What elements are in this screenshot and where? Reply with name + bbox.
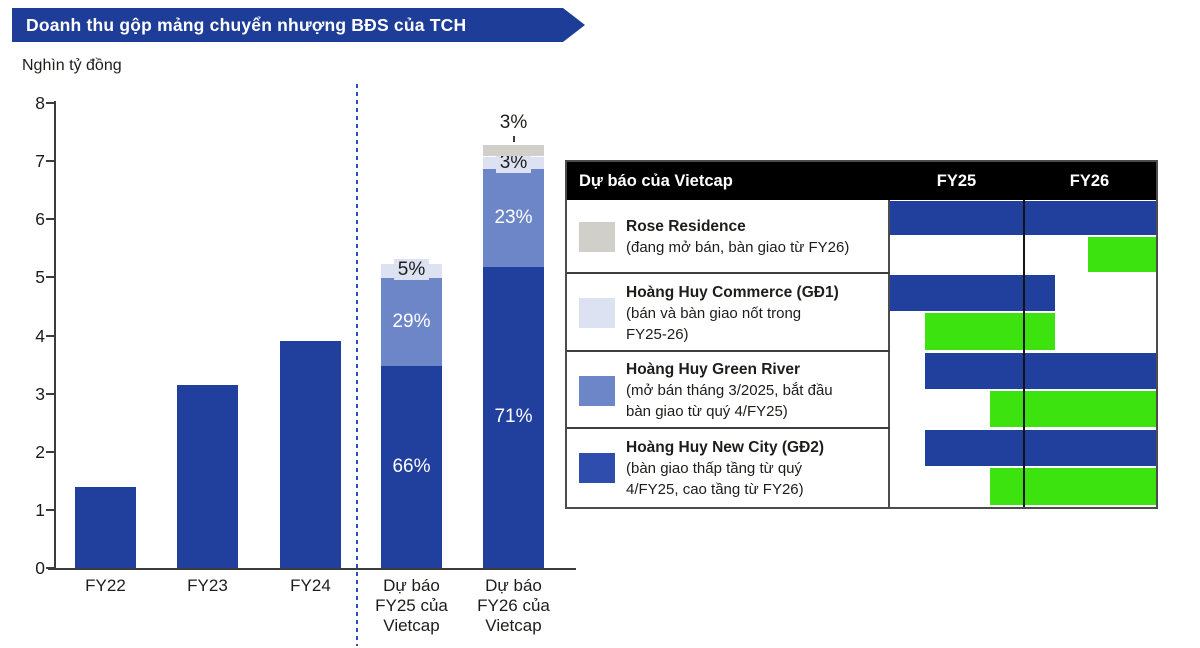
forecast-table-body: Rose Residence (đang mở bán, bàn giao từ … bbox=[567, 200, 1156, 507]
bar-outside-label: 3% bbox=[499, 111, 528, 133]
forecast-divider-line bbox=[356, 84, 358, 646]
fy25-fy26-divider bbox=[1023, 200, 1025, 274]
project-info: Hoàng Huy New City (GĐ2) (bàn giao thấp t… bbox=[626, 437, 824, 500]
bar-segment-dark_blue bbox=[177, 384, 238, 568]
bar-segment-gray bbox=[483, 143, 544, 157]
y-tick-mark bbox=[46, 392, 55, 395]
timeline-bar-handover bbox=[989, 390, 1156, 427]
table-header-title: Dự báo của Vietcap bbox=[579, 171, 733, 190]
table-row: Rose Residence (đang mở bán, bàn giao từ … bbox=[567, 200, 1156, 274]
x-axis-line bbox=[48, 568, 576, 570]
legend-swatch bbox=[579, 453, 615, 483]
bar-segment-medium_blue bbox=[483, 169, 544, 267]
bar-segment-label-text: 3% bbox=[495, 151, 532, 173]
project-info: Hoàng Huy Green River (mở bán tháng 3/202… bbox=[626, 359, 833, 422]
x-category-label: FY23 bbox=[187, 576, 228, 595]
table-header-fy26: FY26 bbox=[1069, 171, 1110, 190]
timeline-cell bbox=[890, 200, 1156, 274]
project-cell: Hoàng Huy New City (GĐ2) (bàn giao thấp t… bbox=[567, 429, 890, 507]
project-cell: Hoàng Huy Commerce (GĐ1) (bán và bàn giao… bbox=[567, 274, 890, 352]
y-tick-label: 6 bbox=[35, 209, 45, 230]
project-name: Hoàng Huy New City (GĐ2) bbox=[626, 438, 825, 456]
forecast-table: Dự báo của Vietcap FY25 FY26 Rose Reside… bbox=[565, 160, 1158, 509]
y-tick-mark bbox=[46, 218, 55, 221]
y-tick-mark bbox=[46, 567, 55, 569]
y-tick-mark bbox=[46, 450, 55, 453]
bar-segment-dark_blue bbox=[381, 366, 442, 568]
table-row: Hoàng Huy Green River (mở bán tháng 3/202… bbox=[567, 352, 1156, 429]
bar-segment-dark_blue bbox=[75, 486, 136, 568]
label-connector-line bbox=[512, 135, 515, 142]
project-info: Hoàng Huy Commerce (GĐ1) (bán và bàn giao… bbox=[626, 282, 839, 345]
bar-segment-label: 3% bbox=[483, 151, 544, 174]
y-tick-label: 8 bbox=[35, 93, 45, 113]
bar-segment-label: 5% bbox=[381, 259, 442, 281]
bar-segment-label: 29% bbox=[392, 311, 431, 333]
x-category-label: FY24 bbox=[290, 576, 331, 595]
x-category-label: Dự báo FY25 của Vietcap bbox=[375, 576, 448, 635]
y-tick-mark bbox=[46, 276, 55, 279]
y-tick-label: 1 bbox=[35, 499, 45, 520]
project-cell: Rose Residence (đang mở bán, bàn giao từ … bbox=[567, 200, 890, 274]
timeline-bar-open-sale bbox=[924, 430, 1156, 466]
timeline-bar-open-sale bbox=[924, 353, 1156, 389]
section-title-banner: Doanh thu gộp mảng chuyển nhượng BĐS của… bbox=[12, 8, 585, 42]
y-tick-label: 5 bbox=[35, 267, 45, 288]
legend-swatch bbox=[579, 298, 615, 328]
x-category-label: Dự báo FY26 của Vietcap bbox=[477, 576, 550, 635]
y-axis-unit-label: Nghìn tỷ đồng bbox=[22, 57, 122, 74]
project-name: Rose Residence bbox=[626, 218, 746, 235]
table-row: Hoàng Huy New City (GĐ2) (bàn giao thấp t… bbox=[567, 429, 1156, 507]
y-tick-mark bbox=[46, 508, 55, 511]
y-tick-label: 2 bbox=[35, 441, 45, 462]
timeline-cell bbox=[890, 429, 1156, 507]
y-tick-mark bbox=[46, 334, 55, 337]
timeline-cell bbox=[890, 274, 1156, 352]
project-name: Hoàng Huy Green River bbox=[626, 361, 800, 378]
y-tick-label: 4 bbox=[35, 325, 45, 346]
table-header-fy25: FY25 bbox=[936, 171, 977, 190]
timeline-bar-handover bbox=[924, 313, 1055, 350]
row-separator bbox=[567, 350, 890, 352]
fy25-fy26-divider bbox=[1023, 352, 1025, 429]
project-name: Hoàng Huy Commerce (GĐ1) bbox=[626, 283, 839, 301]
y-tick-label: 3 bbox=[35, 383, 45, 404]
bar-segment-dark_blue bbox=[483, 266, 544, 568]
bar-segment-label: 23% bbox=[494, 207, 533, 229]
timeline-bar-open-sale bbox=[890, 275, 1055, 311]
row-separator bbox=[567, 272, 890, 274]
y-tick-label: 7 bbox=[35, 151, 45, 172]
fy25-fy26-divider bbox=[1023, 274, 1025, 352]
bar-segment-medium_blue bbox=[381, 277, 442, 367]
project-description: (bán và bàn giao nốt trong FY25-26) bbox=[626, 304, 802, 343]
fy25-fy26-divider bbox=[1023, 429, 1025, 507]
legend-swatch bbox=[579, 222, 615, 252]
row-separator bbox=[567, 427, 890, 429]
bar-segment-label-text: 5% bbox=[393, 259, 430, 281]
project-description: (đang mở bán, bàn giao từ FY26) bbox=[626, 239, 850, 256]
project-description: (mở bán tháng 3/2025, bắt đầu bàn giao t… bbox=[626, 382, 833, 420]
timeline-bar-handover bbox=[989, 468, 1156, 505]
legend-swatch bbox=[579, 375, 615, 406]
section-title: Doanh thu gộp mảng chuyển nhượng BĐS của… bbox=[26, 15, 467, 35]
bar-segment-label: 66% bbox=[392, 456, 431, 478]
project-cell: Hoàng Huy Green River (mở bán tháng 3/202… bbox=[567, 352, 890, 429]
y-tick-mark bbox=[46, 160, 55, 163]
y-tick-mark bbox=[46, 102, 55, 104]
project-description: (bàn giao thấp tầng từ quý 4/FY25, cao t… bbox=[626, 459, 804, 498]
table-row: Hoàng Huy Commerce (GĐ1) (bán và bàn giao… bbox=[567, 274, 1156, 352]
bar-segment-dark_blue bbox=[280, 341, 341, 568]
bar-segment-label: 71% bbox=[494, 406, 533, 428]
forecast-table-header: Dự báo của Vietcap FY25 FY26 bbox=[567, 162, 1156, 200]
y-axis-line bbox=[54, 101, 56, 570]
timeline-bar-handover bbox=[1088, 237, 1156, 272]
y-tick-label: 0 bbox=[35, 558, 45, 578]
timeline-cell bbox=[890, 352, 1156, 429]
x-category-label: FY22 bbox=[85, 576, 126, 595]
project-info: Rose Residence (đang mở bán, bàn giao từ … bbox=[626, 216, 849, 258]
